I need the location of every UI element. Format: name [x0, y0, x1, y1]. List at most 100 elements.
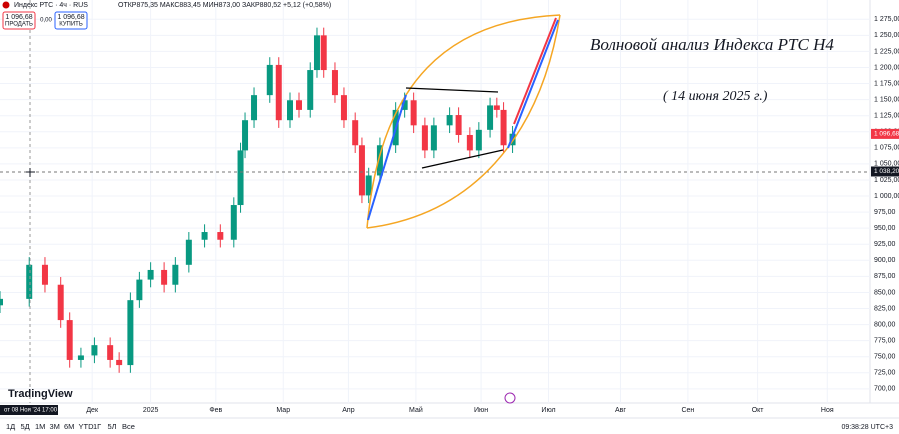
ohlc: ОТКР875,35 МАКС883,45 МИН873,00 ЗАКР880,… — [118, 2, 331, 9]
logo: TradingView — [8, 388, 73, 400]
y-tick-label: 1 200,00 — [874, 64, 899, 71]
x-tick-label: Фев — [209, 407, 222, 414]
y-tick-label: 925,00 — [874, 241, 896, 248]
triangle-bottom — [421, 149, 504, 169]
y-tick-label: 1 275,00 — [874, 16, 899, 23]
candle-body — [410, 100, 417, 126]
candle-body — [91, 345, 98, 356]
x-tick-label: Май — [409, 406, 423, 414]
chart-subtitle: ( 14 июня 2025 г.) — [663, 89, 768, 104]
candle-body — [107, 345, 114, 360]
crosshair-date: от 08 Ноя '24 17:00 — [4, 408, 58, 414]
y-tick-label: 975,00 — [874, 209, 896, 216]
candle-body — [475, 129, 482, 151]
candle-body — [376, 145, 383, 176]
candle-body — [0, 298, 3, 306]
candle-body — [295, 100, 302, 110]
candle-body — [161, 269, 168, 285]
y-tick-label: 700,00 — [874, 386, 896, 393]
candle-body — [331, 70, 338, 96]
chart-title: Волновой анализ Индекса РТС Н4 — [590, 35, 834, 54]
candle-body — [185, 239, 192, 265]
y-tick-label: 875,00 — [874, 273, 896, 280]
candle-body — [500, 109, 507, 146]
candle-body — [147, 269, 154, 280]
candle-body — [320, 35, 327, 71]
sell-price: 1 096,68 — [5, 14, 32, 21]
candle-body — [26, 264, 33, 299]
last-price-badge — [871, 128, 899, 139]
y-tick-label: 1 175,00 — [874, 80, 899, 87]
spread: 0,00 — [40, 18, 52, 24]
candle-body — [509, 133, 516, 146]
candle-body — [365, 175, 372, 196]
candle-body — [401, 100, 408, 110]
y-tick-label: 800,00 — [874, 321, 896, 328]
candle-body — [493, 105, 500, 110]
target-blue — [507, 19, 559, 149]
candle-body — [242, 120, 249, 151]
flag-icon — [2, 1, 10, 9]
candle-body — [352, 120, 359, 146]
y-tick-label: 1 025,00 — [874, 177, 899, 184]
timeframe-button[interactable]: 1М — [35, 422, 45, 431]
x-tick-label: Авг — [615, 407, 626, 414]
wave-curve-top — [366, 14, 561, 229]
timeframe-button[interactable]: 3М — [50, 422, 60, 431]
candle-body — [313, 35, 320, 71]
timeframe-button[interactable]: Все — [122, 422, 135, 431]
y-tick-label: 900,00 — [874, 257, 896, 264]
candle-body — [455, 115, 462, 135]
triangle-top — [405, 87, 499, 93]
candle-body — [41, 264, 48, 285]
x-tick-label: Окт — [752, 407, 765, 414]
timeframe-button[interactable]: 6М — [64, 422, 74, 431]
candle-body — [116, 359, 123, 366]
last-price-label: 1 096,68 — [874, 131, 899, 138]
sell-button[interactable] — [2, 11, 36, 30]
crosshair-price-label: 1 038,20 — [874, 168, 899, 175]
y-tick-label: 1 000,00 — [874, 193, 899, 200]
event-icon[interactable] — [504, 392, 516, 404]
y-tick-label: 850,00 — [874, 289, 896, 296]
y-tick-label: 825,00 — [874, 305, 896, 312]
candle-body — [251, 95, 258, 121]
candle-body — [340, 95, 347, 121]
buy-label: КУПИТЬ — [59, 22, 83, 28]
x-tick-label: Дек — [86, 407, 99, 414]
candle-body — [358, 145, 365, 196]
y-tick-label: 950,00 — [874, 225, 896, 232]
y-tick-label: 1 250,00 — [874, 32, 899, 39]
cursor — [26, 168, 35, 177]
candle-body — [66, 320, 73, 360]
target-red — [513, 17, 557, 125]
sell-label: ПРОДАТЬ — [5, 22, 33, 28]
timeframe-button[interactable]: 1Д — [6, 422, 15, 431]
candle-body — [230, 205, 237, 240]
timeframe-button[interactable]: 5Д — [21, 422, 30, 431]
candle-body — [266, 64, 273, 96]
candle-body — [201, 232, 208, 240]
timeframe-button[interactable]: 5Л — [108, 422, 117, 431]
buy-button[interactable] — [54, 11, 88, 30]
candle-body — [136, 279, 143, 301]
buy-price: 1 096,68 — [57, 14, 84, 21]
timeframe-button[interactable]: 1Г — [93, 422, 101, 431]
y-tick-label: 1 150,00 — [874, 96, 899, 103]
y-tick-label: 775,00 — [874, 337, 896, 344]
symbol: Индекс РТС · 4ч · RUS — [14, 2, 88, 9]
candle-body — [275, 64, 282, 121]
candle-body — [127, 300, 134, 366]
x-tick-label: Июн — [474, 407, 488, 414]
timeframe-button[interactable]: YTD — [79, 422, 95, 431]
x-tick-label: Мар — [276, 407, 290, 414]
candle-body — [77, 355, 84, 360]
y-tick-label: 1 225,00 — [874, 48, 899, 55]
candle-body — [287, 100, 293, 121]
candle-body — [430, 125, 437, 151]
crosshair-price-badge — [871, 166, 899, 177]
wave-curve-bottom — [366, 14, 561, 229]
x-tick-label: Сен — [681, 407, 694, 414]
